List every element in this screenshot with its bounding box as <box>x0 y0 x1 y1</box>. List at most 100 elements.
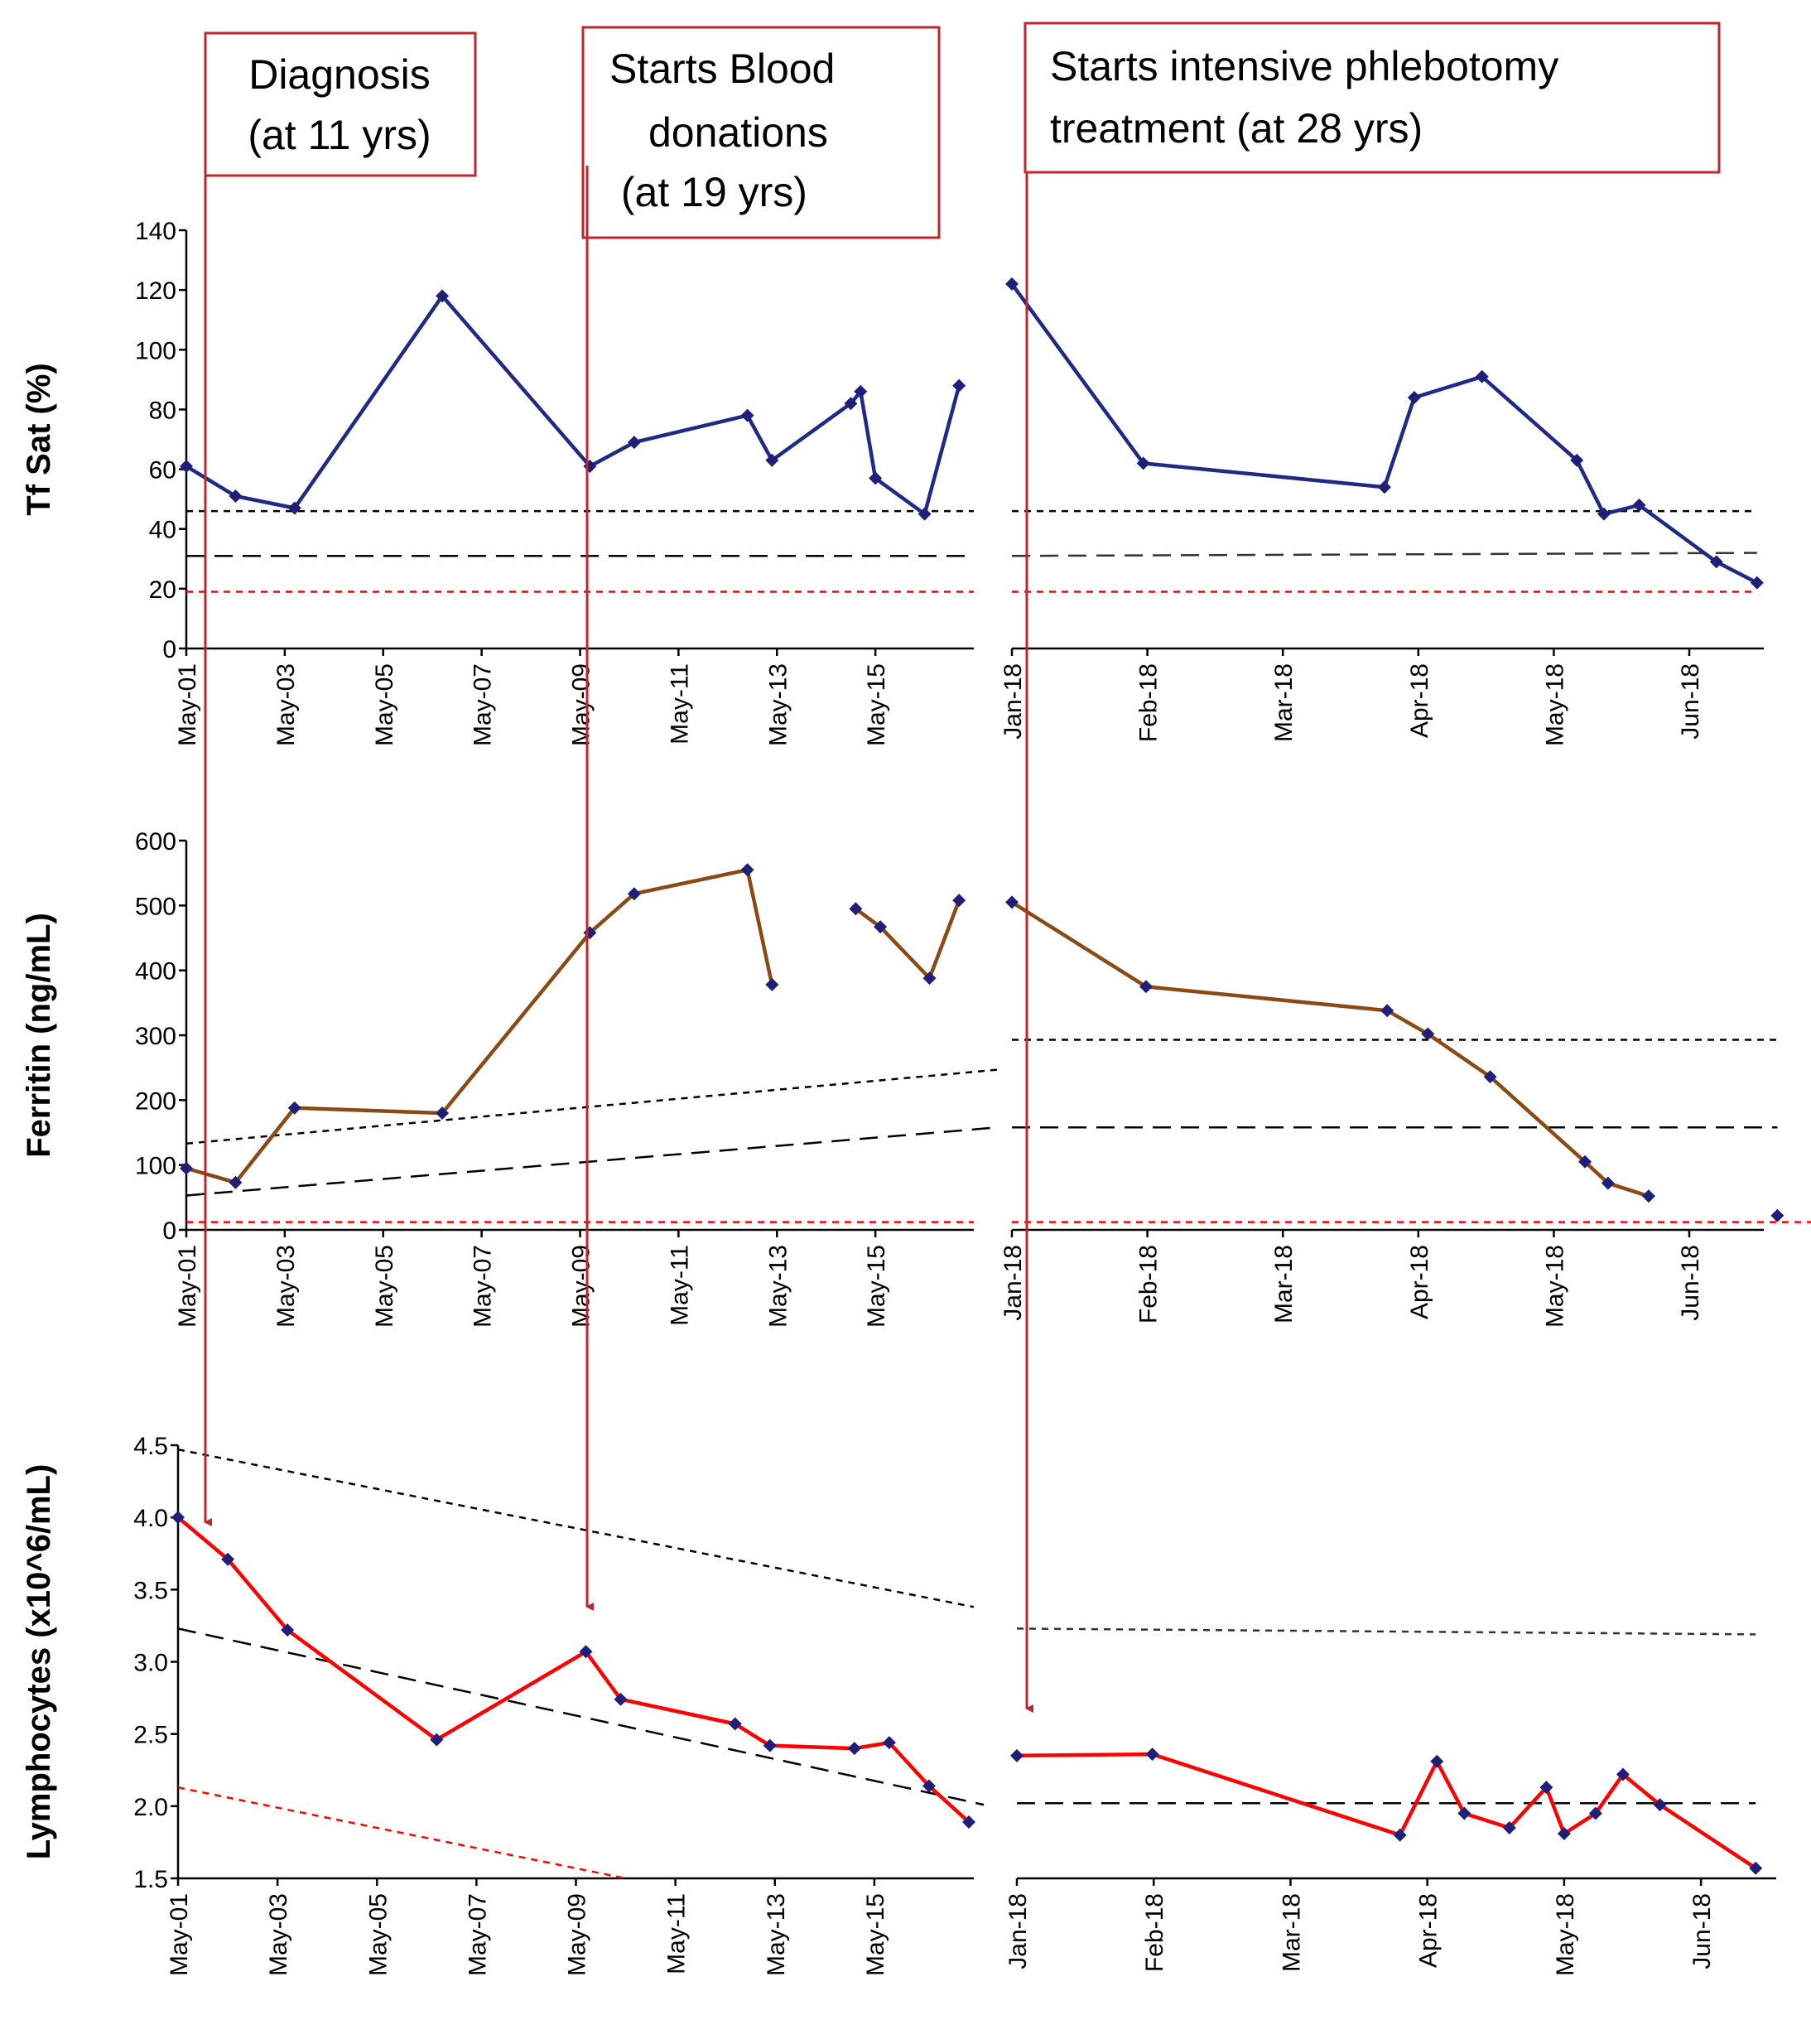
annotation-phlebotomy-line2: treatment (at 28 yrs) <box>1050 105 1423 152</box>
annotation-phlebotomy-line1: Starts intensive phlebotomy <box>1050 43 1558 89</box>
ferritin-2018-data-point <box>1641 1189 1655 1203</box>
tfsat-years-data-point <box>765 453 779 467</box>
tfsat-2018-panel: Jan-18 Feb-18 Mar-18 Apr-18 May-18 Jun-18 <box>999 277 1764 746</box>
tfsat-years-data-point <box>180 459 193 473</box>
tfsat-years-x-tick-label: May-03 <box>272 663 300 746</box>
lymph-years-data-point <box>171 1511 185 1525</box>
lymph-years-data-point <box>882 1736 896 1750</box>
tfsat-years-data-point <box>287 501 301 515</box>
lymph-2018-data-point <box>1457 1806 1471 1820</box>
lymph-years-data-point <box>763 1738 777 1752</box>
ferritin-2018-data-point <box>1483 1070 1497 1084</box>
tfsat-2018-x-tick-label: Feb-18 <box>1135 663 1163 742</box>
ferritin-2018-data-point <box>1139 980 1153 994</box>
ferritin-2018-data-point <box>1601 1176 1615 1190</box>
ferritin-years-panel: 0 100 200 300 400 500 600 Ferritin (ng/mL) May-0… <box>21 828 999 1328</box>
lymph-years-reference-line <box>177 1448 975 1608</box>
ferritin-years-data-point <box>952 894 966 908</box>
annotation-phlebotomy-box <box>1024 22 1721 174</box>
lymph-2018-series-line <box>1016 1752 1757 1870</box>
ferritin-years-x-tick-label: May-03 <box>272 1245 300 1328</box>
annotation-donations-line3: (at 19 yrs) <box>609 169 807 215</box>
tfsat-years-data-point <box>869 471 883 485</box>
tfsat-years-data-point <box>436 289 450 303</box>
ferritin-years-series-line <box>185 868 774 1185</box>
lymph-years-data-point <box>430 1733 444 1747</box>
ferritin-years-data-point <box>740 863 754 877</box>
ferritin-2018-data-point <box>1578 1155 1592 1169</box>
ferritin-2018-x-tick-label: Mar-18 <box>1270 1245 1298 1323</box>
tfsat-2018-x-tick-label: Mar-18 <box>1270 663 1298 742</box>
ferritin-years-x-tick-label: May-11 <box>666 1245 693 1326</box>
tfsat-2018-data-point <box>1750 576 1764 590</box>
ferritin-2018-data-point <box>1421 1027 1435 1041</box>
lymph-years-y-tick-label: 4.0 <box>133 1505 168 1532</box>
ferritin-years-y-label: Ferritin (ng/mL) <box>21 913 57 1158</box>
ferritin-2018-data-point <box>1005 895 1019 909</box>
ferritin-2018-data-point <box>1770 1208 1785 1222</box>
ferritin-2018-x-tick-label: Jan-18 <box>999 1245 1027 1321</box>
tfsat-years-x-tick-label: May-11 <box>666 663 693 745</box>
lymph-years-reference-line <box>177 1627 985 1806</box>
ferritin-2018-x-tick-label: Jun-18 <box>1677 1245 1704 1321</box>
lymph-years-y-tick-label: 1.5 <box>133 1866 168 1893</box>
lymph-years-panel: 1.5 2.0 2.5 3.0 3.5 4.0 4.5 Lymphocytes (x10^6/… <box>21 1433 985 1976</box>
tfsat-2018-data-point <box>1136 456 1150 470</box>
ferritin-years-x-tick-label: May-09 <box>568 1245 595 1328</box>
ferritin-years-data-point <box>874 920 888 934</box>
lymph-years-series-line <box>176 1516 971 1824</box>
tfsat-years-data-point <box>740 408 754 422</box>
lymph-years-x-tick-label: May-05 <box>364 1893 392 1976</box>
tfsat-2018-data-point <box>1632 498 1646 512</box>
lymph-2018-data-point <box>1010 1748 1024 1762</box>
tfsat-2018-series-line <box>1010 282 1758 585</box>
tfsat-years-x-tick-label: May-15 <box>863 663 890 746</box>
lymph-years-y-label: Lymphocytes (x10^6/mL) <box>21 1464 57 1860</box>
ferritin-2018-data-point <box>1380 1004 1394 1018</box>
tfsat-years-y-tick-label: 20 <box>149 576 176 604</box>
lymph-2018-reference-line <box>1016 1627 1756 1636</box>
lymph-years-data-point <box>221 1552 235 1566</box>
annotation-donations-line2: donations <box>648 109 828 156</box>
lymph-years-data-point <box>922 1779 936 1793</box>
lymph-years-data-point <box>281 1623 295 1637</box>
tfsat-years-y-label: Tf Sat (%) <box>21 363 57 515</box>
tfsat-years-y-tick-label: 80 <box>149 397 176 424</box>
ferritin-years-y-tick-label: 300 <box>135 1023 176 1050</box>
tfsat-2018-data-point <box>1597 507 1611 521</box>
tfsat-years-y-tick-label: 120 <box>135 277 176 305</box>
tfsat-2018-data-point <box>1377 480 1391 494</box>
ferritin-years-data-point <box>436 1106 450 1120</box>
tfsat-years-x-tick-label: May-05 <box>371 663 398 746</box>
lymph-2018-data-point <box>1539 1781 1553 1795</box>
lymph-years-y-tick-label: 2.0 <box>133 1794 168 1821</box>
lymph-2018-data-point <box>1393 1828 1407 1842</box>
lymph-2018-data-point <box>1145 1748 1159 1762</box>
lymph-2018-x-tick-label: Feb-18 <box>1141 1893 1168 1972</box>
lymph-2018-x-tick-label: Jun-18 <box>1688 1893 1716 1969</box>
lymph-years-data-point <box>847 1742 861 1756</box>
tfsat-years-data-point <box>229 489 243 504</box>
ferritin-2018-panel: Jan-18 Feb-18 Mar-18 Apr-18 May-18 Jun-18 <box>999 895 1811 1328</box>
lymph-years-x-tick-label: May-13 <box>763 1893 790 1976</box>
ferritin-years-data-point <box>229 1175 243 1189</box>
lymph-years-y-tick-label: 2.5 <box>133 1722 168 1749</box>
ferritin-years-y-tick-label: 400 <box>135 958 176 986</box>
lymph-years-x-tick-label: May-11 <box>663 1893 691 1974</box>
tfsat-years-x-tick-label: May-01 <box>174 663 201 746</box>
lymph-years-x-tick-label: May-03 <box>265 1893 292 1976</box>
tfsat-years-y-tick-label: 100 <box>135 337 176 364</box>
ferritin-years-x-tick-label: May-01 <box>174 1245 201 1328</box>
tfsat-years-y-tick-label: 60 <box>149 457 176 484</box>
lymph-2018-data-point <box>1430 1754 1444 1768</box>
ferritin-years-data-point <box>765 977 779 991</box>
tfsat-years-y-tick-label: 140 <box>135 218 176 245</box>
tfsat-2018-data-point <box>1709 555 1723 569</box>
ferritin-years-data-point <box>627 887 641 901</box>
ferritin-years-series-line <box>854 899 961 981</box>
ferritin-years-y-tick-label: 600 <box>135 828 176 856</box>
tfsat-years-data-point <box>952 378 966 393</box>
ferritin-years-x-tick-label: May-05 <box>371 1245 398 1328</box>
tfsat-years-data-point <box>918 507 932 521</box>
